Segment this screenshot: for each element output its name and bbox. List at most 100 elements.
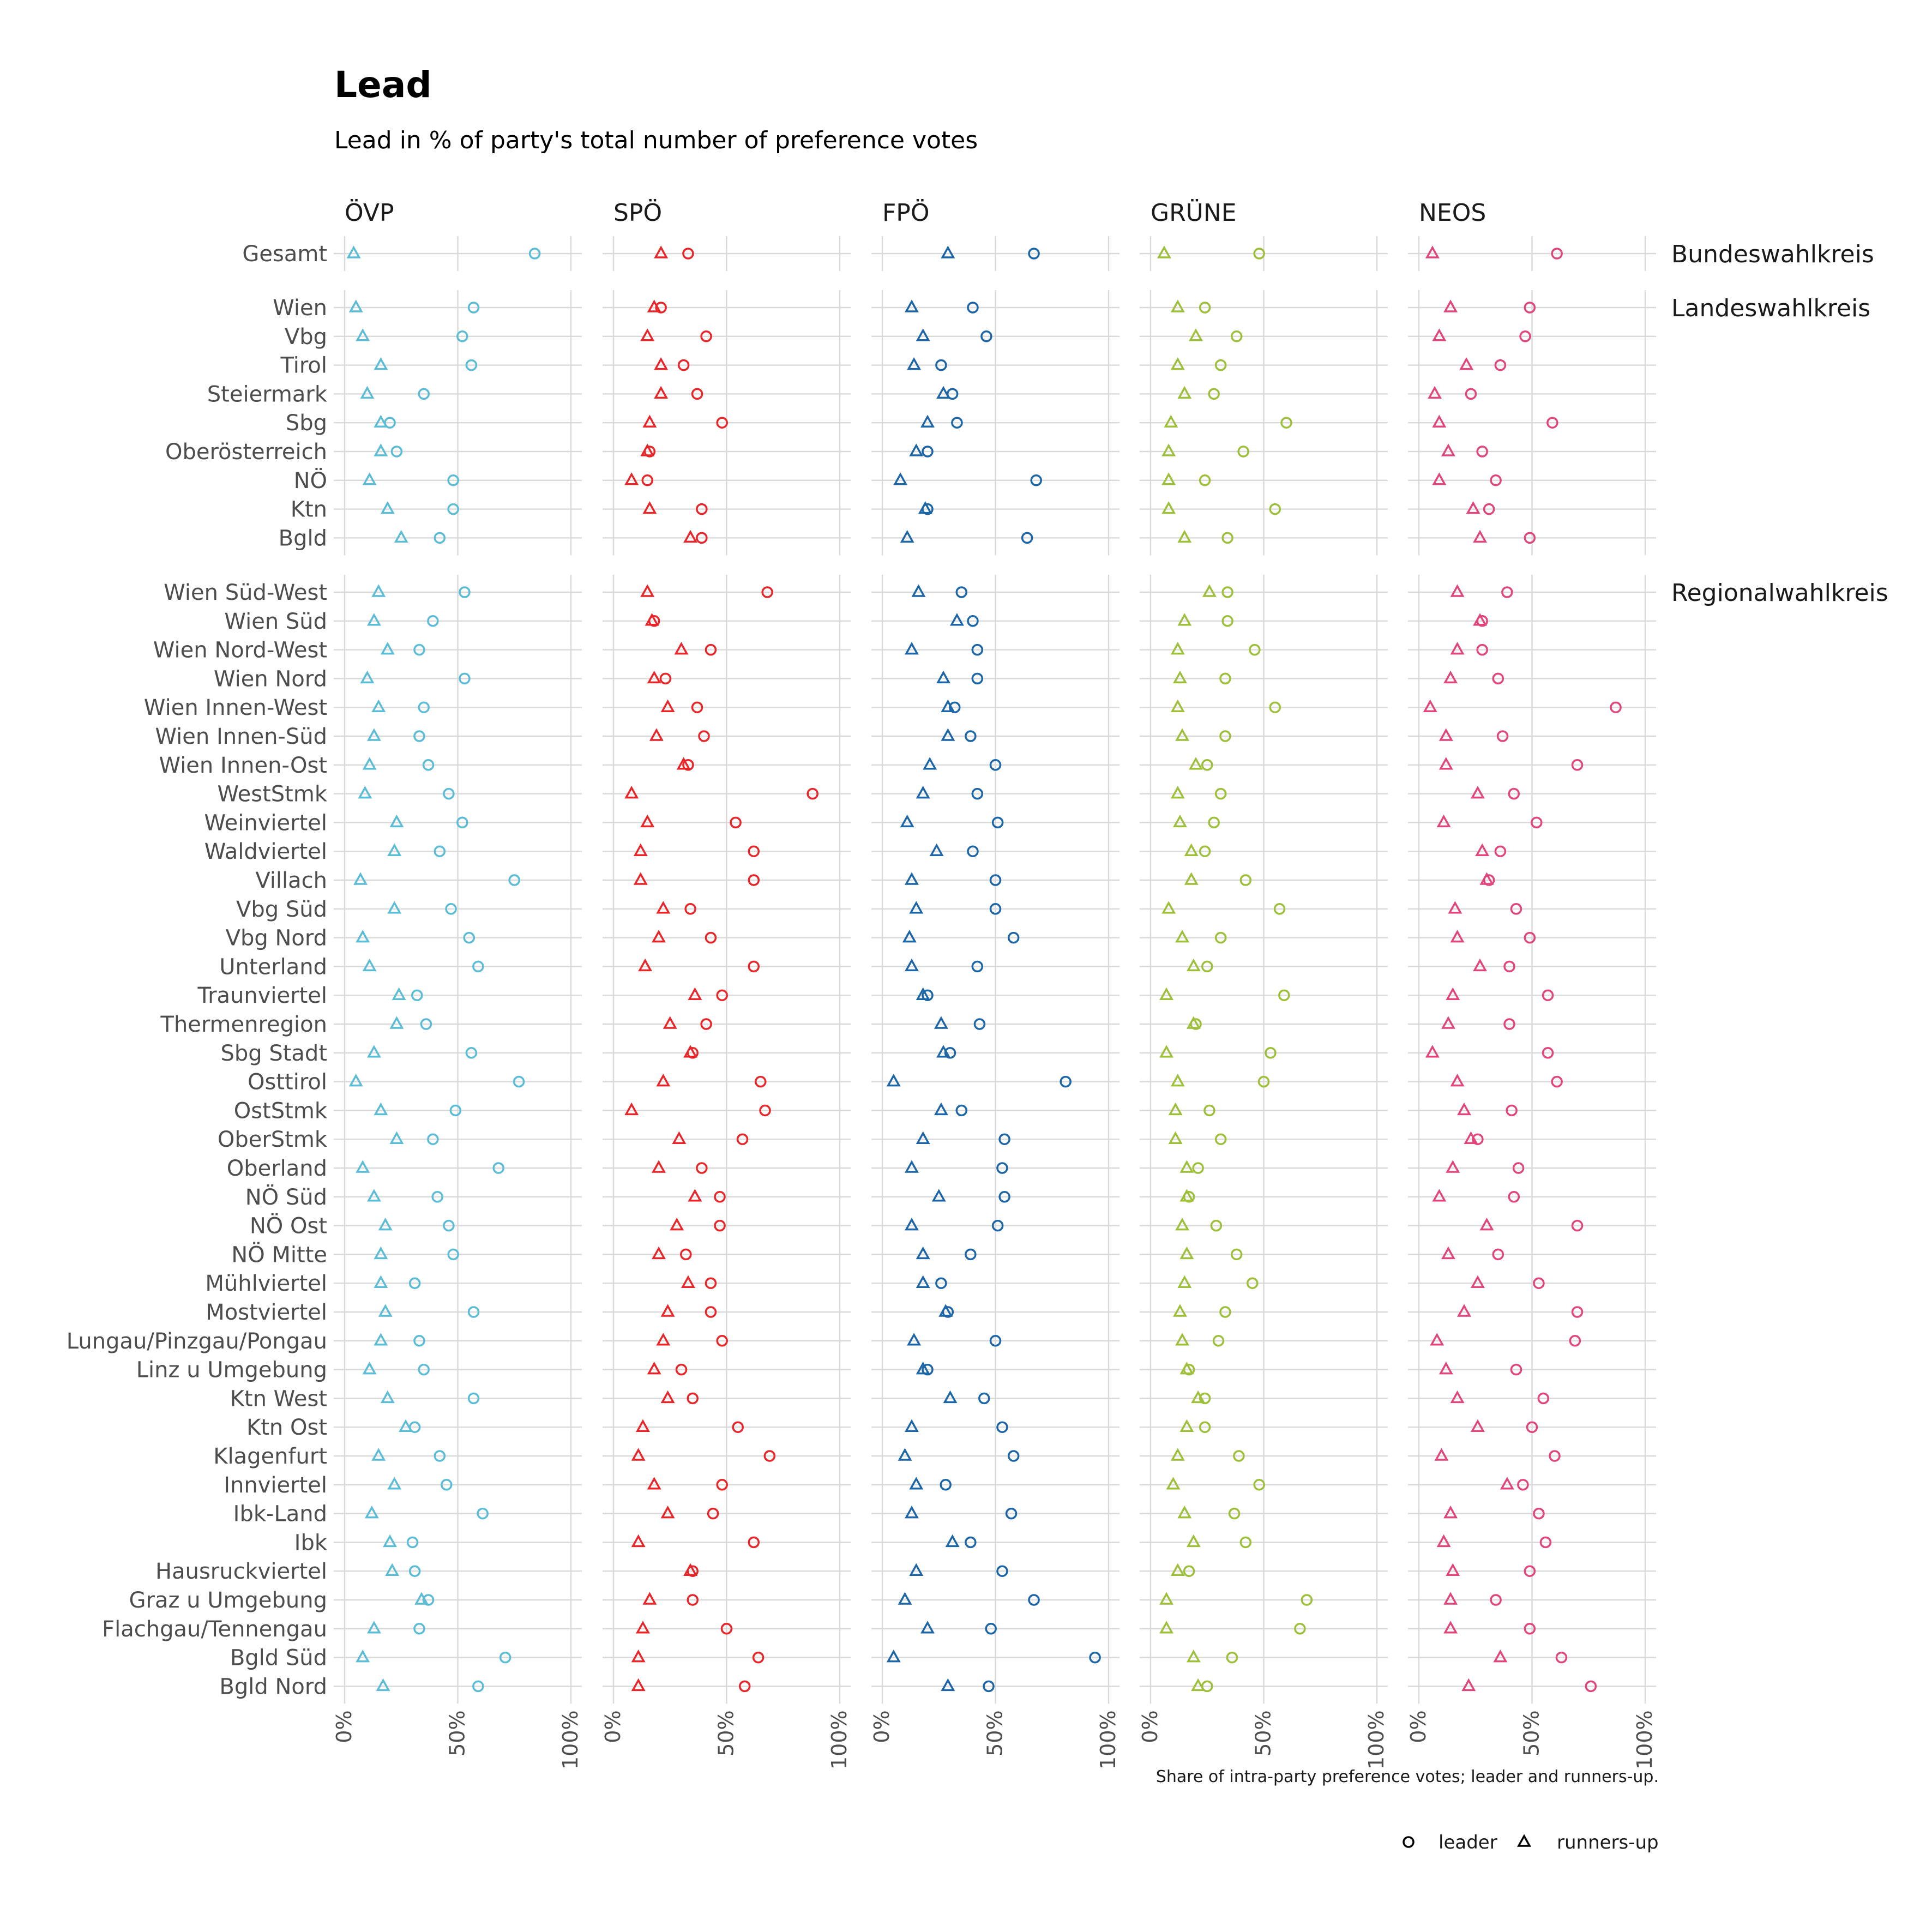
x-tick-label-gruene-50: 50% bbox=[1251, 1710, 1275, 1756]
runner-up-point-neos-noe bbox=[1432, 472, 1447, 485]
runner-up-point-fpoe-wien-nord bbox=[936, 670, 951, 684]
facet-label-neos: NEOS bbox=[1419, 199, 1486, 227]
x-tick-label-neos-50: 50% bbox=[1520, 1710, 1544, 1756]
row-label-wien-sued-west: Wien Süd-West bbox=[164, 580, 327, 605]
leader-point-spoe-wien-innen-west bbox=[691, 701, 703, 713]
leader-point-spoe-oststmk bbox=[759, 1104, 771, 1117]
leader-point-spoe-weinviertel bbox=[730, 816, 742, 829]
runner-up-point-neos-bgld-sued bbox=[1493, 1649, 1508, 1663]
leader-point-fpoe-wien-innen-west bbox=[949, 701, 961, 713]
leader-point-gruene-sbg bbox=[1280, 417, 1292, 429]
leader-point-spoe-vbg bbox=[700, 330, 712, 342]
leader-point-gruene-gesamt bbox=[1253, 248, 1265, 260]
leader-point-spoe-unterland bbox=[748, 960, 760, 973]
leader-point-oevp-innviertel bbox=[441, 1479, 453, 1491]
runner-up-point-neos-klagenfurt bbox=[1434, 1448, 1449, 1461]
runner-up-point-spoe-noe-sued bbox=[688, 1189, 702, 1202]
leader-point-fpoe-wien-nord-west bbox=[971, 643, 984, 656]
leader-point-neos-wien bbox=[1524, 302, 1536, 314]
runner-up-point-spoe-wien-nord bbox=[647, 670, 661, 684]
row-label-unterland: Unterland bbox=[219, 954, 327, 979]
leader-point-fpoe-wien-innen-sued bbox=[965, 730, 977, 742]
leader-point-oevp-waldviertel bbox=[434, 845, 446, 857]
runner-up-point-gruene-noe bbox=[1161, 472, 1176, 485]
runner-up-point-oevp-wien-nord bbox=[360, 670, 375, 684]
runner-up-point-fpoe-sbg bbox=[920, 414, 935, 428]
leader-point-oevp-weinviertel bbox=[456, 816, 468, 829]
leader-point-spoe-noe bbox=[641, 474, 653, 486]
leader-point-oevp-oberoesterreich bbox=[390, 446, 403, 458]
runner-up-point-oevp-hausruckviertel bbox=[385, 1563, 400, 1576]
row-label-villach: Villach bbox=[255, 868, 327, 893]
leader-point-neos-bgld-sued bbox=[1555, 1651, 1568, 1664]
runner-up-point-oevp-wien-innen-sued bbox=[366, 728, 381, 741]
runner-up-point-spoe-noe bbox=[624, 472, 639, 485]
runner-up-point-spoe-waldviertel bbox=[633, 843, 648, 856]
leader-point-fpoe-bgld-sued bbox=[1089, 1651, 1101, 1664]
runner-up-point-neos-villach bbox=[1479, 872, 1494, 885]
leader-point-oevp-bgld bbox=[434, 532, 446, 544]
leader-point-spoe-wien-innen-sued bbox=[698, 730, 710, 742]
runner-up-point-spoe-vbg-sued bbox=[656, 901, 671, 914]
leader-point-neos-bgld-nord bbox=[1585, 1680, 1597, 1693]
runner-up-point-gruene-linz-u-umgebung bbox=[1179, 1361, 1194, 1375]
leader-point-oevp-noe-ost bbox=[443, 1219, 455, 1232]
leader-point-oevp-lungau-pinzgau-pongau bbox=[413, 1335, 425, 1347]
leader-point-oevp-vbg bbox=[456, 330, 468, 342]
leader-point-gruene-mostviertel bbox=[1219, 1306, 1231, 1318]
leader-point-oevp-muehlviertel bbox=[408, 1277, 421, 1289]
runner-up-point-oevp-flachgau-tennengau bbox=[366, 1621, 381, 1634]
leader-point-gruene-unterland bbox=[1201, 960, 1213, 973]
runner-up-point-gruene-graz-u-umgebung bbox=[1159, 1592, 1174, 1605]
leader-point-oevp-ktn-west bbox=[467, 1392, 480, 1405]
leader-point-gruene-ktn-ost bbox=[1199, 1421, 1211, 1433]
runner-up-point-oevp-osttirol bbox=[348, 1073, 363, 1087]
leader-point-fpoe-weststmk bbox=[971, 787, 984, 800]
leader-point-oevp-graz-u-umgebung bbox=[422, 1594, 435, 1606]
leader-point-oevp-ktn bbox=[447, 503, 459, 515]
runner-up-point-gruene-klagenfurt bbox=[1170, 1448, 1185, 1461]
runner-up-point-gruene-wien-nord bbox=[1172, 670, 1187, 684]
runner-up-point-gruene-muehlviertel bbox=[1177, 1275, 1192, 1288]
row-label-noe-sued: NÖ Süd bbox=[245, 1184, 327, 1210]
runner-up-point-neos-wien-nord bbox=[1443, 670, 1458, 684]
leader-point-fpoe-wien-innen-ost bbox=[989, 759, 1002, 771]
leader-point-neos-muehlviertel bbox=[1533, 1277, 1545, 1289]
runner-up-point-spoe-mostviertel bbox=[660, 1304, 675, 1317]
leader-point-gruene-lungau-pinzgau-pongau bbox=[1212, 1335, 1225, 1347]
leader-point-gruene-weinviertel bbox=[1208, 816, 1220, 829]
runner-up-point-spoe-vbg-nord bbox=[652, 929, 666, 943]
runner-up-point-fpoe-noe-ost bbox=[904, 1217, 919, 1231]
runner-up-point-oevp-innviertel bbox=[387, 1477, 402, 1490]
row-label-lungau-pinzgau-pongau: Lungau/Pinzgau/Pongau bbox=[67, 1329, 327, 1354]
runner-up-point-fpoe-waldviertel bbox=[929, 843, 944, 856]
x-tick-label-neos-0: 0% bbox=[1406, 1710, 1430, 1743]
leader-point-neos-osttirol bbox=[1551, 1075, 1563, 1088]
row-label-noe-ost: NÖ Ost bbox=[250, 1213, 327, 1239]
leader-point-neos-flachgau-tennengau bbox=[1524, 1623, 1536, 1635]
leader-point-spoe-vbg-nord bbox=[705, 931, 717, 944]
leader-point-neos-lungau-pinzgau-pongau bbox=[1569, 1335, 1581, 1347]
runner-up-point-fpoe-flachgau-tennengau bbox=[920, 1621, 935, 1634]
leader-point-oevp-tirol bbox=[465, 359, 478, 371]
runner-up-point-neos-oberstmk bbox=[1464, 1131, 1478, 1144]
runner-up-point-gruene-ktn bbox=[1161, 501, 1176, 514]
runner-up-point-spoe-ibk bbox=[631, 1534, 646, 1548]
x-tick-label-gruene-0: 0% bbox=[1138, 1710, 1162, 1743]
runner-up-point-gruene-wien-innen-sued bbox=[1175, 728, 1190, 741]
runner-up-point-neos-ktn-west bbox=[1450, 1390, 1465, 1404]
runner-up-point-gruene-ktn-ost bbox=[1179, 1419, 1194, 1432]
leader-point-neos-wien-sued-west bbox=[1501, 586, 1513, 598]
leader-point-neos-hausruckviertel bbox=[1524, 1565, 1536, 1577]
plot-area: ÖVP SPÖ FPÖ GRÜNE NEOS Gesamt Bundeswahlkreis W… bbox=[67, 198, 1888, 1770]
row-label-wien-nord-west: Wien Nord-West bbox=[153, 638, 327, 663]
row-label-vbg: Vbg bbox=[285, 324, 327, 350]
row-label-ibk: Ibk bbox=[294, 1530, 328, 1555]
leader-point-gruene-bgld-sued bbox=[1226, 1651, 1238, 1664]
runner-up-point-fpoe-wien-innen-ost bbox=[923, 757, 937, 770]
runner-up-point-neos-wien-nord-west bbox=[1450, 641, 1465, 655]
leader-point-gruene-wien-sued-west bbox=[1221, 586, 1233, 598]
runner-up-point-fpoe-mostviertel bbox=[938, 1304, 953, 1317]
row-label-wien-innen-sued: Wien Innen-Süd bbox=[155, 724, 328, 749]
leader-point-spoe-bgld-sued bbox=[752, 1651, 765, 1664]
